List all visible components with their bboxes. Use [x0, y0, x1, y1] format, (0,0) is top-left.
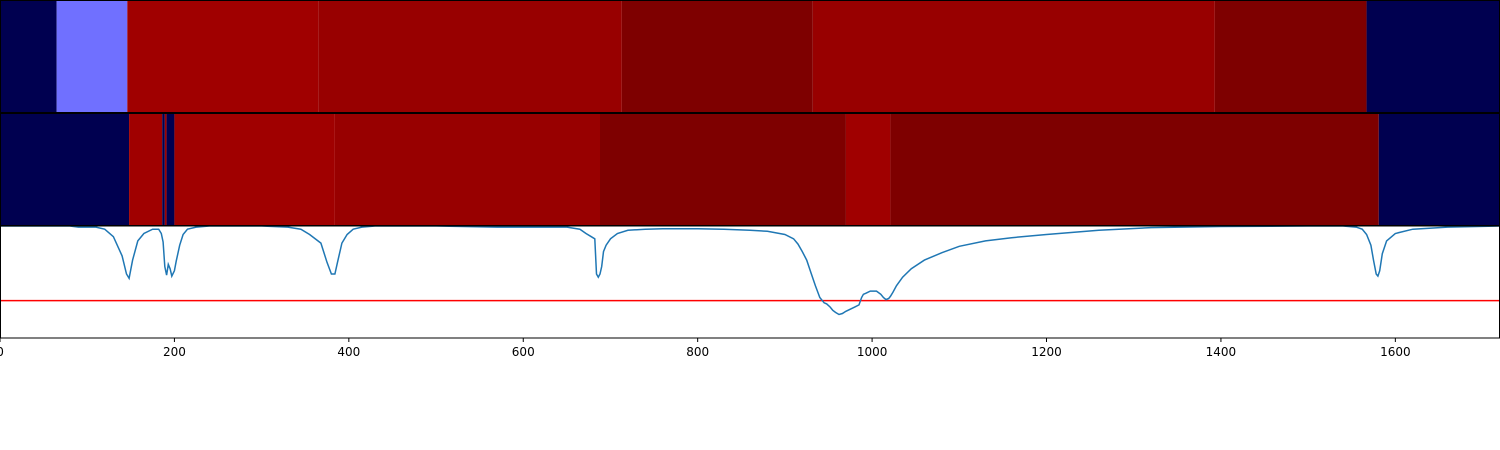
- heatmap-cell: [621, 0, 813, 112]
- x-axis: 0 200 400 600 800 1000 1200 1400 1600: [0, 338, 1411, 359]
- x-tick-label: 600: [512, 345, 535, 359]
- heatmap-cell: [890, 113, 1379, 225]
- x-tick-label: 0: [0, 345, 4, 359]
- x-tick-label: 1400: [1206, 345, 1237, 359]
- heatmap-cell: [1214, 0, 1367, 112]
- heatmap-cell: [1366, 0, 1500, 112]
- heatmap-cell: [166, 113, 175, 225]
- heatmap-track-1: [0, 0, 1500, 112]
- heatmap-cell: [56, 0, 128, 112]
- heatmap-cell: [1378, 113, 1500, 225]
- heatmap-cell: [174, 113, 335, 225]
- heatmap-cell: [845, 113, 891, 225]
- line-panel: [0, 225, 1500, 338]
- x-tick-label: 1200: [1031, 345, 1062, 359]
- heatmap-cell: [129, 113, 163, 225]
- heatmap-cell: [812, 0, 1215, 112]
- x-tick-label: 400: [337, 345, 360, 359]
- line-panel-background: [0, 226, 1500, 338]
- heatmap-cell: [162, 113, 165, 225]
- heatmap-cell: [334, 113, 600, 225]
- heatmap-track-2: [0, 113, 1500, 225]
- x-tick-label: 200: [163, 345, 186, 359]
- x-tick-label: 1000: [857, 345, 888, 359]
- heatmap-cell: [127, 0, 319, 112]
- x-tick-label: 800: [686, 345, 709, 359]
- x-tick-label: 1600: [1380, 345, 1411, 359]
- heatmap-cell: [318, 0, 622, 112]
- signal-line: [0, 225, 1500, 316]
- heatmap-cell: [0, 0, 57, 112]
- heatmap-cell: [164, 113, 167, 225]
- heatmap-cell: [0, 113, 130, 225]
- heatmap-cell: [600, 113, 846, 225]
